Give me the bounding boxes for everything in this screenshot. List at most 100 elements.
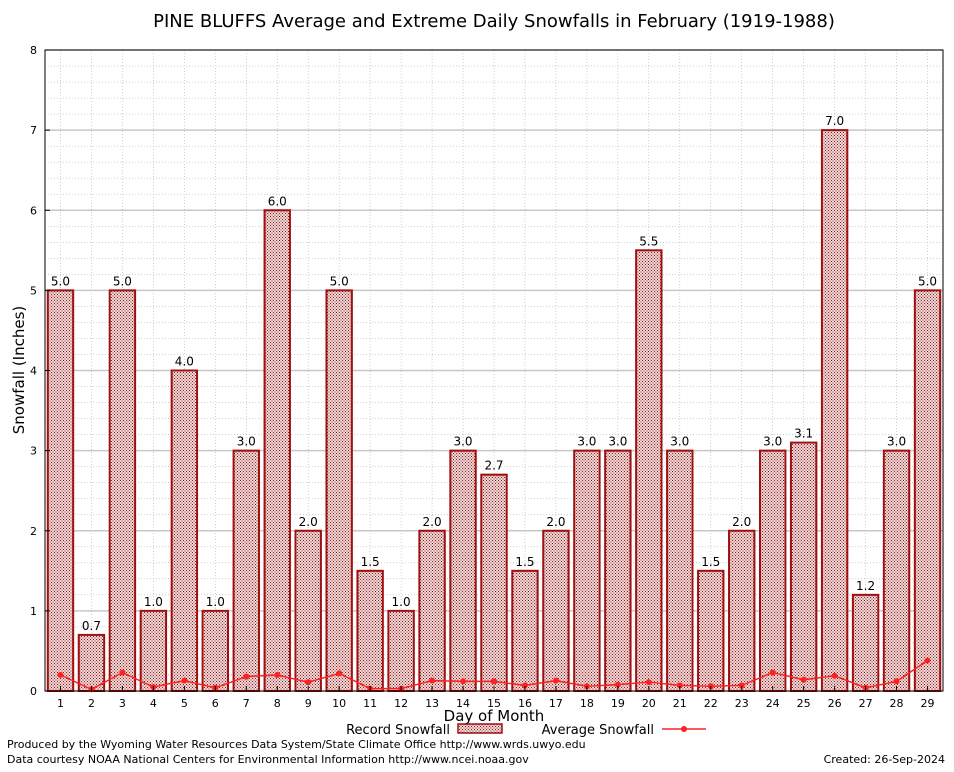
record-bar — [511, 569, 539, 692]
x-tick-label: 18 — [580, 697, 594, 710]
legend: Record Snowfall Average Snowfall — [346, 723, 706, 738]
average-line — [57, 657, 931, 693]
record-bar — [263, 209, 291, 692]
x-tick-label: 12 — [394, 697, 408, 710]
average-point — [57, 671, 64, 678]
bar-value-label: 1.5 — [515, 555, 534, 569]
bar-value-label: 2.0 — [299, 515, 318, 529]
x-tick-label: 22 — [704, 697, 718, 710]
record-bar — [728, 529, 756, 692]
x-tick-label: 17 — [549, 697, 563, 710]
bar-value-label: 3.0 — [887, 435, 906, 449]
record-bar — [635, 249, 663, 692]
average-point — [614, 681, 621, 688]
average-point — [769, 669, 776, 676]
record-bar — [232, 449, 260, 692]
x-tick-label: 27 — [859, 697, 873, 710]
bar-value-label: 3.0 — [453, 435, 472, 449]
bar-value-label: 2.0 — [423, 515, 442, 529]
credit-line-2: Data courtesy NOAA National Centers for … — [7, 753, 529, 766]
x-tick-label: 24 — [766, 697, 780, 710]
x-tick-label: 11 — [363, 697, 377, 710]
bar-value-label: 5.5 — [639, 234, 658, 248]
y-tick-label: 6 — [30, 204, 37, 217]
bar-value-label: 3.0 — [763, 435, 782, 449]
y-tick-label: 5 — [30, 284, 37, 297]
average-point — [738, 682, 745, 689]
bar-value-label: 3.0 — [577, 435, 596, 449]
average-point — [274, 671, 281, 678]
y-tick-labels: 0 1 2 3 4 5 6 7 8 — [30, 44, 50, 698]
x-tick-label: 1 — [57, 697, 64, 710]
x-tick-label: 14 — [456, 697, 470, 710]
y-tick-label: 2 — [30, 525, 37, 538]
bar-value-label: 1.5 — [361, 555, 380, 569]
record-bar — [325, 289, 353, 692]
record-bar — [201, 609, 230, 692]
chart-title: PINE BLUFFS Average and Extreme Daily Sn… — [153, 11, 835, 32]
x-tick-label: 19 — [611, 697, 625, 710]
bar-value-label: 0.7 — [82, 619, 101, 633]
record-bar — [418, 529, 446, 692]
record-bar — [77, 633, 106, 692]
bar-value-label: 2.0 — [732, 515, 751, 529]
x-tick-label: 25 — [797, 697, 811, 710]
record-bar — [604, 449, 632, 692]
average-point — [645, 679, 652, 686]
bar-value-label: 1.0 — [144, 595, 163, 609]
average-point — [552, 677, 559, 684]
average-point — [491, 678, 497, 685]
record-bar — [542, 529, 570, 692]
bar-value-label: 3.1 — [794, 427, 813, 441]
record-bar — [820, 129, 849, 692]
x-tick-label: 15 — [487, 697, 501, 710]
bar-value-label: 3.0 — [237, 435, 256, 449]
bar-value-label: 1.0 — [206, 595, 225, 609]
legend-average-label: Average Snowfall — [542, 723, 654, 738]
x-axis-label: Day of Month — [444, 707, 545, 725]
y-axis-label: Snowfall (Inches) — [10, 306, 28, 434]
record-bar — [139, 609, 168, 692]
record-bar — [356, 569, 384, 692]
average-point — [800, 676, 807, 683]
bar-value-label: 2.7 — [484, 459, 503, 473]
bar-value-label: 1.5 — [701, 555, 720, 569]
bar-value-label: 6.0 — [268, 194, 287, 208]
x-tick-label: 29 — [921, 697, 935, 710]
bar-value-labels: 5.0 0.7 5.0 1.0 4.0 1.0 3.0 6.0 2.0 5.0 1.5 1.0 2.0 3… — [51, 114, 937, 633]
y-tick-label: 0 — [30, 685, 37, 698]
x-tick-label: 10 — [332, 697, 346, 710]
x-tick-label: 4 — [150, 697, 157, 710]
bar-value-label: 2.0 — [546, 515, 565, 529]
average-point — [924, 657, 931, 664]
y-tick-label: 4 — [30, 365, 37, 378]
bar-value-label: 5.0 — [330, 274, 349, 288]
x-tick-label: 5 — [181, 697, 188, 710]
legend-record-swatch — [457, 723, 503, 734]
average-point — [893, 678, 900, 685]
record-bar — [697, 569, 725, 692]
average-point — [460, 678, 467, 685]
x-tick-label: 2 — [88, 697, 95, 710]
record-bar — [170, 369, 199, 692]
average-point — [243, 673, 250, 680]
x-tick-label: 23 — [735, 697, 749, 710]
record-bar — [387, 609, 415, 692]
average-point — [831, 672, 838, 679]
x-tick-label: 7 — [243, 697, 250, 710]
x-tick-label: 13 — [425, 697, 439, 710]
bar-value-label: 5.0 — [51, 274, 70, 288]
created-date: Created: 26-Sep-2024 — [824, 753, 945, 766]
average-point — [521, 682, 528, 689]
x-tick-label: 6 — [212, 697, 219, 710]
credit-line-1: Produced by the Wyoming Water Resources … — [7, 738, 586, 751]
x-tick-label: 3 — [119, 697, 126, 710]
record-bar — [882, 449, 911, 692]
x-tick-label: 21 — [673, 697, 687, 710]
record-bar — [789, 441, 818, 692]
x-tick-label: 8 — [274, 697, 281, 710]
x-tick-label: 26 — [828, 697, 842, 710]
bar-value-label: 5.0 — [113, 274, 132, 288]
average-point — [119, 669, 126, 676]
